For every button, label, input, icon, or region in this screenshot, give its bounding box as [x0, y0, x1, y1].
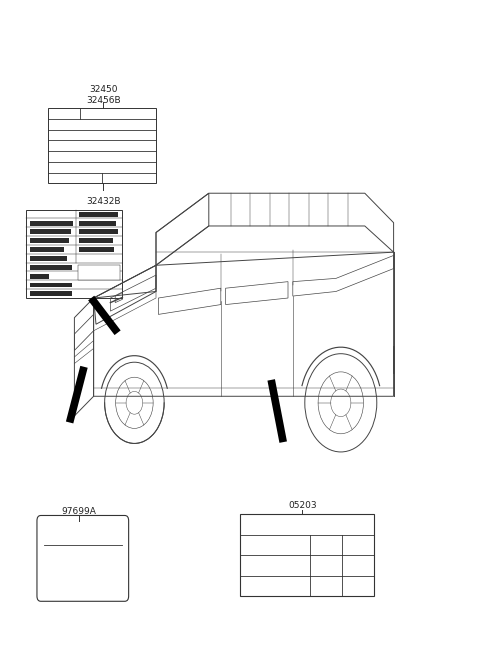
Bar [30, 256, 67, 261]
Bar [30, 274, 49, 278]
Bar [26, 210, 122, 298]
Bar [48, 108, 156, 183]
Bar [79, 238, 113, 243]
Bar [30, 282, 72, 288]
FancyBboxPatch shape [37, 515, 129, 601]
Bar [79, 212, 118, 217]
Bar [30, 291, 72, 296]
Bar [30, 238, 69, 243]
Bar [30, 247, 64, 252]
Bar [79, 221, 116, 225]
Bar [79, 229, 118, 234]
Bar [30, 221, 73, 225]
Bar [78, 265, 120, 280]
Text: 97699A: 97699A [62, 507, 96, 516]
Bar [30, 265, 72, 270]
Bar [30, 229, 71, 234]
Bar [240, 514, 374, 596]
Text: 32432B: 32432B [86, 196, 120, 206]
Text: 05203: 05203 [288, 500, 317, 510]
Bar [79, 247, 114, 252]
Text: 32450
32456B: 32450 32456B [86, 84, 120, 105]
